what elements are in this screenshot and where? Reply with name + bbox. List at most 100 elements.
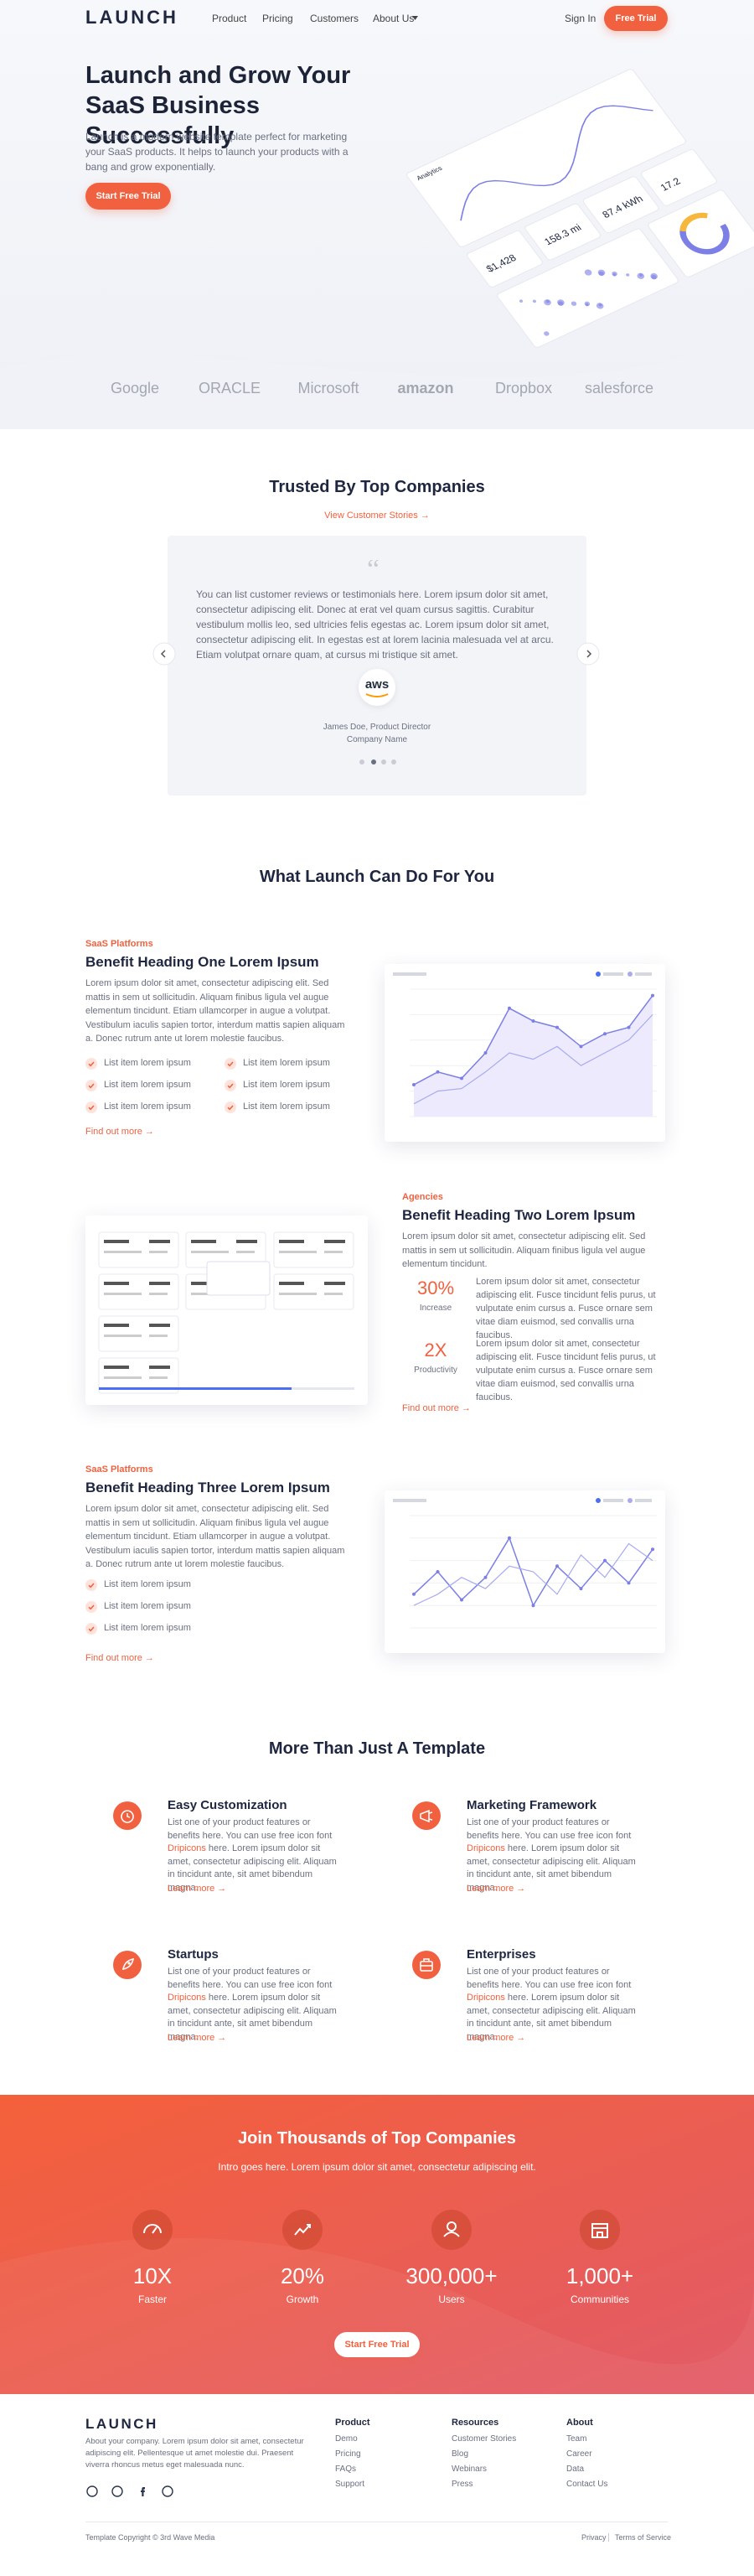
check-bg <box>225 1058 236 1070</box>
footer-link[interactable]: Demo <box>335 2434 358 2444</box>
sign-in[interactable]: Sign In <box>565 13 596 24</box>
learn-more[interactable]: Learn more → <box>168 2033 227 2043</box>
footer-about: About your company. Lorem ipsum dolor si… <box>85 2437 304 2470</box>
footer-link[interactable]: Career <box>566 2449 592 2459</box>
customer-stories-link[interactable]: View Customer Stories → <box>324 511 430 521</box>
stat-label: Communities <box>570 2294 630 2305</box>
legal-divider <box>608 2533 609 2542</box>
inline-link[interactable]: Dripicons <box>467 1843 505 1853</box>
find-out-more[interactable]: Find out more → <box>85 1127 154 1137</box>
icon-glyph <box>121 1810 134 1823</box>
icon-bg <box>412 1801 441 1830</box>
chart-line <box>413 1013 653 1105</box>
check-bg <box>85 1601 97 1613</box>
inline-link[interactable]: Dripicons <box>168 1993 206 2003</box>
list-item: List item lorem ipsum <box>104 1101 191 1112</box>
feature-icon <box>113 1801 142 1830</box>
mock-progress <box>99 1387 292 1390</box>
partner-logo: Microsoft <box>297 380 359 397</box>
benefit-label: Agencies <box>402 1192 443 1202</box>
chart-dot <box>603 1032 607 1036</box>
inline-link[interactable]: Dripicons <box>467 1993 505 2003</box>
benefit-text: Lorem ipsum dolor sit amet, consectetur … <box>402 1231 646 1269</box>
mock-line <box>104 1240 129 1243</box>
list-item: List item lorem ipsum <box>243 1058 330 1068</box>
check-icon <box>85 1579 97 1591</box>
mock-progress-track <box>292 1387 354 1390</box>
mock-line <box>324 1282 345 1285</box>
chart-image <box>385 964 665 1142</box>
mock-card <box>273 1231 354 1268</box>
list-item: List item lorem ipsum <box>104 1601 191 1611</box>
map-dot <box>519 299 524 303</box>
stats-cta[interactable]: Start Free Trial <box>334 2332 420 2357</box>
chart-dot <box>627 1025 631 1029</box>
footer-link[interactable]: Data <box>566 2465 585 2474</box>
panel <box>467 231 543 288</box>
stat-icon <box>132 2210 173 2250</box>
carousel-arrow[interactable] <box>576 642 600 666</box>
footer-link[interactable]: Blog <box>452 2449 469 2459</box>
check-mark <box>88 1604 95 1610</box>
social-icon[interactable] <box>111 2485 124 2498</box>
feature-text: List one of your product features or ben… <box>467 1817 643 1894</box>
footer-link[interactable]: Contact Us <box>566 2480 608 2489</box>
chart-dot <box>460 1076 463 1081</box>
footer-link[interactable]: FAQs <box>335 2465 357 2474</box>
legal-link[interactable]: Terms of Service <box>615 2533 672 2542</box>
feature-text: List one of your product features or ben… <box>168 1966 343 2044</box>
icon-glyph <box>143 2224 162 2234</box>
chart-dot <box>627 1581 631 1585</box>
shape <box>428 1811 433 1821</box>
footer-link[interactable]: Press <box>452 2480 473 2489</box>
learn-more[interactable]: Learn more → <box>467 1884 526 1894</box>
legend-dot <box>596 1498 601 1503</box>
nav-link[interactable]: About Us <box>373 13 415 24</box>
carousel-dot[interactable] <box>381 759 386 765</box>
carousel-dot[interactable] <box>359 759 364 765</box>
map-dot <box>638 273 643 277</box>
nav-cta[interactable]: Free Trial <box>604 6 668 31</box>
mock-line <box>279 1251 317 1253</box>
learn-more[interactable]: Learn more → <box>168 1884 227 1894</box>
legal-link[interactable]: Privacy <box>581 2533 607 2542</box>
shape <box>121 1810 134 1823</box>
social-icon[interactable] <box>85 2485 99 2498</box>
mock-line <box>236 1251 255 1253</box>
hero-cta[interactable]: Start Free Trial <box>85 183 171 210</box>
mock-line <box>149 1282 170 1285</box>
panel <box>648 189 754 277</box>
mock-line <box>104 1335 142 1337</box>
shape <box>127 1813 131 1818</box>
footer-link[interactable]: Customer Stories <box>452 2434 517 2444</box>
footer-link[interactable]: Pricing <box>335 2449 361 2459</box>
footer-link[interactable]: Webinars <box>452 2465 488 2474</box>
chart-dot <box>531 1019 535 1023</box>
carousel-arrow[interactable] <box>152 642 176 666</box>
stat-value: 20% <box>280 2263 325 2288</box>
carousel-dot[interactable] <box>391 759 396 765</box>
learn-more[interactable]: Learn more → <box>467 2033 526 2043</box>
social-icon[interactable] <box>161 2485 174 2498</box>
nav-link[interactable]: Product <box>212 13 247 24</box>
carousel-dot[interactable] <box>371 759 376 765</box>
check-icon <box>225 1101 236 1113</box>
inline-link[interactable]: Dripicons <box>168 1843 206 1853</box>
footer-link[interactable]: Team <box>566 2434 587 2444</box>
benefit-heading: Benefit Heading One Lorem Ipsum <box>85 954 319 970</box>
footer-link[interactable]: Support <box>335 2480 365 2489</box>
find-out-more[interactable]: Find out more → <box>85 1653 154 1663</box>
check-icon <box>85 1058 97 1070</box>
shape <box>152 2226 158 2234</box>
shape <box>121 1957 135 1971</box>
map-dot <box>544 331 550 336</box>
social-icon[interactable] <box>136 2485 149 2498</box>
mock-line <box>104 1376 142 1379</box>
stats-title: Join Thousands of Top Companies <box>238 2129 516 2148</box>
map-dot <box>545 299 550 303</box>
find-out-more[interactable]: Find out more → <box>402 1403 471 1413</box>
nav-link[interactable]: Pricing <box>262 13 293 24</box>
footer-heading: Resources <box>452 2418 499 2428</box>
hero-wave <box>0 335 754 429</box>
nav-link[interactable]: Customers <box>310 13 359 24</box>
